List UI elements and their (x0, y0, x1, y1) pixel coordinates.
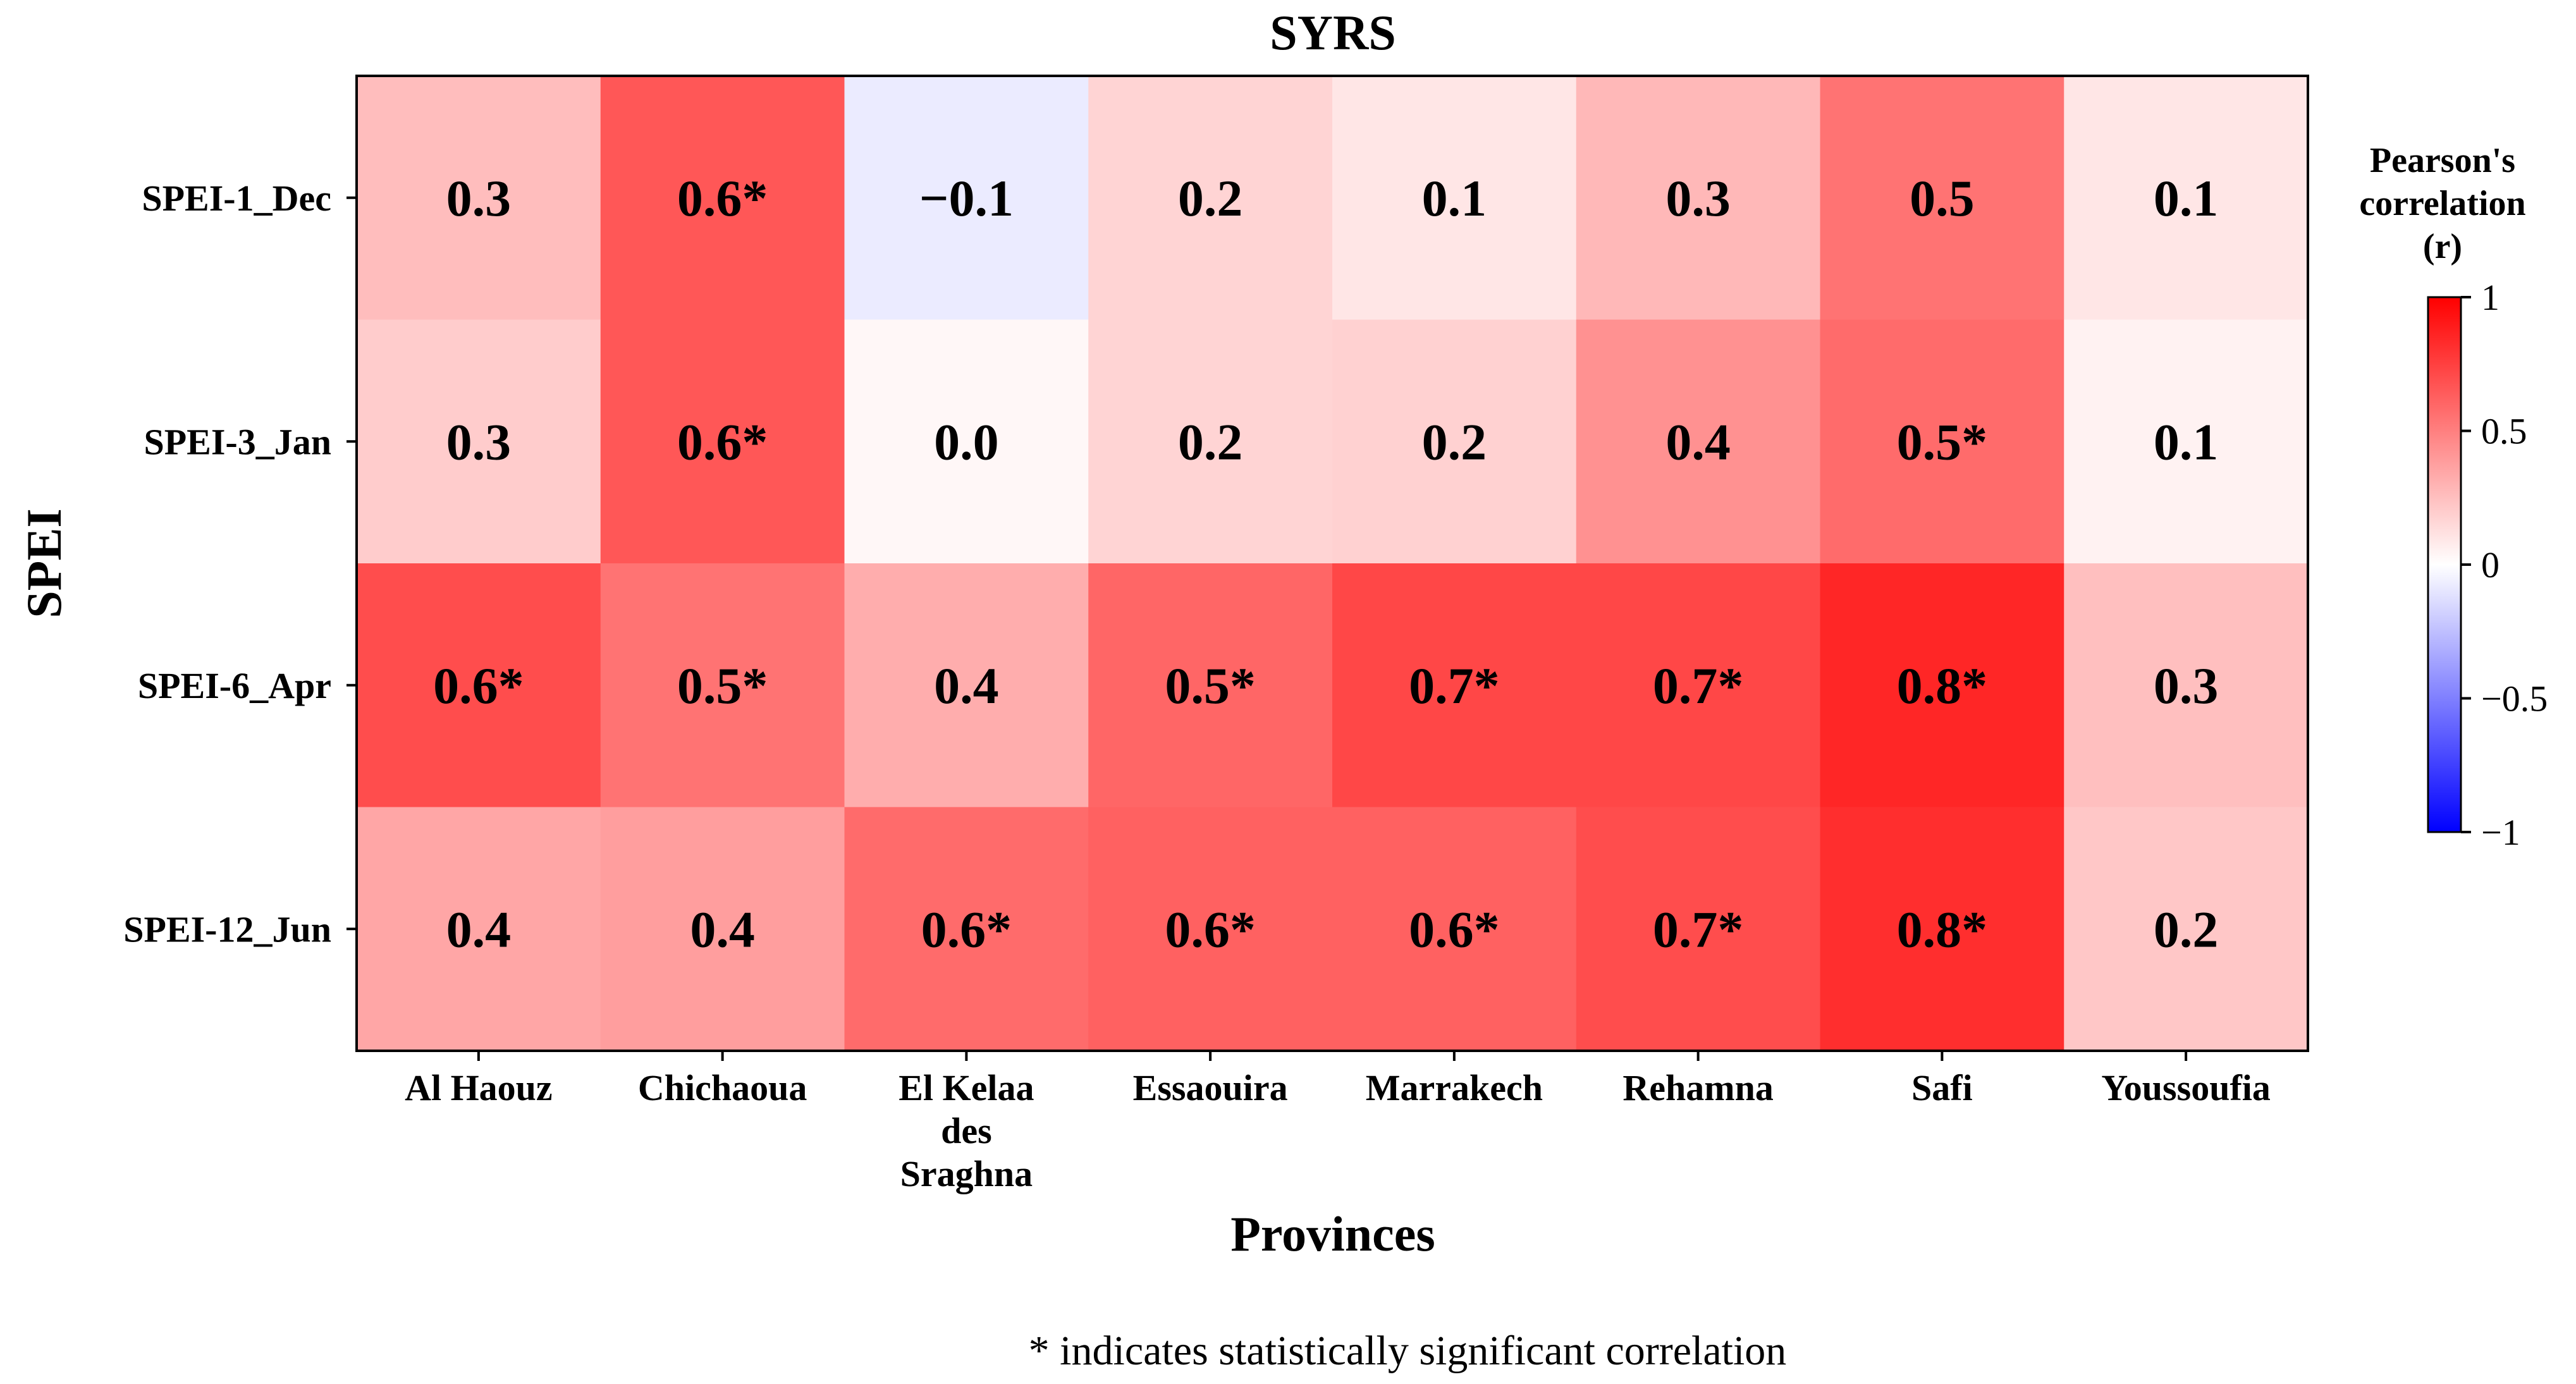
heatmap-cell (1576, 76, 1821, 321)
heatmap-cell-labels: 0.3 0.6* −0.1 0.2 0.1 0.3 0.5 0.1 0.3 0.6* 0.0 0.2 0… (433, 169, 2218, 958)
cell-value-label: 0.6* (1409, 900, 1500, 958)
heatmap-cell (357, 563, 601, 808)
cell-value-label: 0.7* (1653, 900, 1744, 958)
colorbar-ticks: 1 0.5 0 −0.5 −1 (2461, 277, 2548, 853)
colorbar-gradient (2427, 296, 2462, 833)
heatmap-cell (1332, 563, 1577, 808)
x-tick-label: Safi (1911, 1067, 1973, 1108)
cell-value-label: 0.2 (2154, 900, 2219, 958)
heatmap-cell (600, 76, 845, 321)
x-axis: Al Haouz Chichaoua El Kelaa des Sraghna Essao… (405, 1051, 2271, 1194)
colorbar: Pearson's correlation (r) 1 0.5 0 −0.5 −1 (2359, 141, 2548, 853)
cell-value-label: 0.5* (1165, 657, 1256, 714)
y-tick-label: SPEI-3_Jan (144, 421, 331, 462)
heatmap-cell (844, 563, 1089, 808)
x-tick-label: Al Haouz (405, 1067, 553, 1108)
heatmap-cell (357, 76, 601, 321)
cell-value-label: 0.1 (2154, 413, 2219, 470)
cell-value-label: 0.4 (1665, 413, 1731, 470)
heatmap-cell (600, 319, 845, 564)
x-tick-label: Youssoufia (2101, 1067, 2271, 1108)
cell-value-label: 0.6* (677, 169, 768, 227)
cell-value-label: 0.6* (433, 657, 524, 714)
x-tick-label: Essaouira (1133, 1067, 1288, 1108)
heatmap-cell (844, 76, 1089, 321)
heatmap-cell (844, 319, 1089, 564)
cell-value-label: 0.6* (677, 413, 768, 470)
colorbar-tick-label: 1 (2481, 277, 2499, 318)
chart-title: SYRS (1270, 5, 1395, 60)
heatmap-cell (2064, 807, 2309, 1051)
cell-value-label: 0.3 (2154, 657, 2219, 714)
colorbar-tick-label: 0 (2481, 544, 2499, 585)
heatmap-cell (1332, 76, 1577, 321)
cell-value-label: 0.7* (1653, 657, 1744, 714)
colorbar-tick-label: −0.5 (2481, 678, 2548, 720)
heatmap-cell (2064, 319, 2309, 564)
heatmap-cell (357, 319, 601, 564)
heatmap-cell (1576, 807, 1821, 1051)
heatmap-cells (357, 76, 2309, 1051)
y-axis: SPEI-1_Dec SPEI-3_Jan SPEI-6_Apr SPEI-12_Ju… (123, 178, 357, 950)
heatmap-cell (844, 807, 1089, 1051)
heatmap-cell (1576, 563, 1821, 808)
x-tick-label: Rehamna (1622, 1067, 1773, 1108)
heatmap-cell (357, 807, 601, 1051)
cell-value-label: −0.1 (919, 169, 1014, 227)
cell-value-label: 0.3 (446, 169, 512, 227)
heatmap-cell (600, 807, 845, 1051)
y-tick-label: SPEI-12_Jun (123, 909, 331, 950)
colorbar-title-line-1: Pearson's (2370, 141, 2515, 180)
footnote: * indicates statistically significant co… (1029, 1328, 1787, 1374)
heatmap-cell (1576, 319, 1821, 564)
cell-value-label: 0.6* (921, 900, 1012, 958)
y-tick-label: SPEI-1_Dec (142, 178, 331, 219)
cell-value-label: 0.4 (690, 900, 755, 958)
cell-value-label: 0.5 (1910, 169, 1975, 227)
heatmap-cell (2064, 76, 2309, 321)
cell-value-label: 0.6* (1165, 900, 1256, 958)
heatmap-cell (600, 563, 845, 808)
cell-value-label: 0.2 (1422, 413, 1487, 470)
heatmap-cell (1332, 807, 1577, 1051)
x-tick-label: El Kelaa des Sraghna (899, 1067, 1034, 1194)
colorbar-tick-label: 0.5 (2481, 411, 2527, 452)
heatmap-cell (1820, 319, 2064, 564)
heatmap-cell (1088, 319, 1333, 564)
heatmap-cell (1088, 563, 1333, 808)
cell-value-label: 0.3 (1665, 169, 1731, 227)
heatmap-cell (1820, 76, 2064, 321)
plot-frame (355, 75, 2309, 1052)
heatmap-cell (1820, 807, 2064, 1051)
cell-value-label: 0.0 (934, 413, 999, 470)
cell-value-label: 0.5* (1897, 413, 1988, 470)
x-tick-label: Chichaoua (638, 1067, 807, 1108)
heatmap-cell (1332, 319, 1577, 564)
heatmap-cell (1088, 76, 1333, 321)
y-tick-label: SPEI-6_Apr (138, 665, 331, 706)
y-axis-label: SPEI (16, 508, 71, 618)
cell-value-label: 0.5* (677, 657, 768, 714)
cell-value-label: 0.4 (934, 657, 999, 714)
cell-value-label: 0.1 (2154, 169, 2219, 227)
heatmap-cell (2064, 563, 2309, 808)
cell-value-label: 0.8* (1897, 900, 1988, 958)
colorbar-title-line-2: correlation (2359, 184, 2525, 223)
cell-value-label: 0.7* (1409, 657, 1500, 714)
cell-value-label: 0.8* (1897, 657, 1988, 714)
cell-value-label: 0.3 (446, 413, 512, 470)
x-axis-label: Provinces (1230, 1206, 1435, 1261)
x-tick-label: Marrakech (1366, 1067, 1543, 1108)
cell-value-label: 0.4 (446, 900, 512, 958)
cell-value-label: 0.1 (1422, 169, 1487, 227)
heatmap-cell (1088, 807, 1333, 1051)
cell-value-label: 0.2 (1178, 169, 1243, 227)
colorbar-title-line-3: (r) (2423, 227, 2462, 266)
colorbar-tick-label: −1 (2481, 812, 2520, 853)
cell-value-label: 0.2 (1178, 413, 1243, 470)
heatmap-cell (1820, 563, 2064, 808)
